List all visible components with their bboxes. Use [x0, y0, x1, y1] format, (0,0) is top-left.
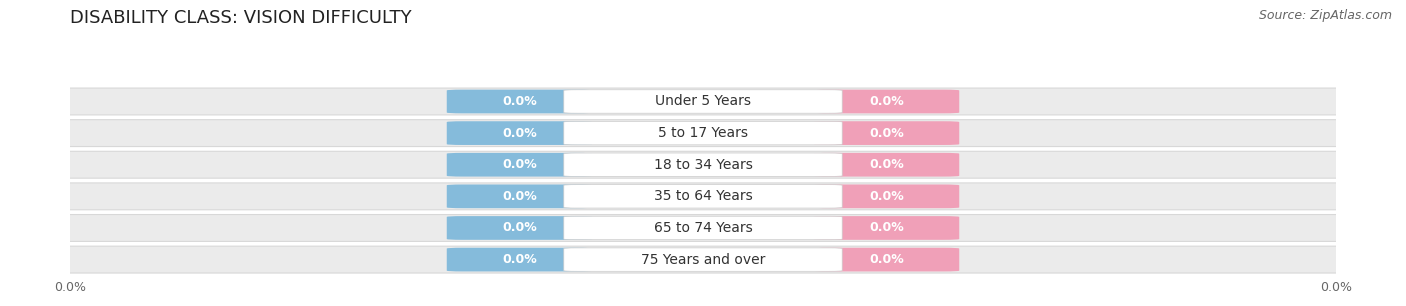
- Text: 35 to 64 Years: 35 to 64 Years: [654, 189, 752, 203]
- FancyBboxPatch shape: [814, 248, 959, 271]
- Text: 0.0%: 0.0%: [502, 158, 537, 171]
- Text: 5 to 17 Years: 5 to 17 Years: [658, 126, 748, 140]
- Text: 0.0%: 0.0%: [869, 190, 904, 203]
- Text: 0.0%: 0.0%: [502, 222, 537, 234]
- FancyBboxPatch shape: [447, 185, 592, 208]
- FancyBboxPatch shape: [564, 248, 842, 271]
- FancyBboxPatch shape: [48, 151, 1358, 178]
- Text: 75 Years and over: 75 Years and over: [641, 252, 765, 267]
- FancyBboxPatch shape: [447, 90, 592, 113]
- FancyBboxPatch shape: [814, 216, 959, 240]
- FancyBboxPatch shape: [814, 90, 959, 113]
- FancyBboxPatch shape: [564, 90, 842, 113]
- FancyBboxPatch shape: [48, 215, 1358, 241]
- Text: 0.0%: 0.0%: [869, 95, 904, 108]
- FancyBboxPatch shape: [814, 121, 959, 145]
- FancyBboxPatch shape: [814, 185, 959, 208]
- FancyBboxPatch shape: [447, 216, 592, 240]
- Text: 65 to 74 Years: 65 to 74 Years: [654, 221, 752, 235]
- FancyBboxPatch shape: [447, 248, 592, 271]
- Text: 0.0%: 0.0%: [502, 190, 537, 203]
- FancyBboxPatch shape: [447, 153, 592, 177]
- FancyBboxPatch shape: [814, 153, 959, 177]
- FancyBboxPatch shape: [48, 183, 1358, 210]
- FancyBboxPatch shape: [564, 216, 842, 240]
- Text: 0.0%: 0.0%: [869, 158, 904, 171]
- Text: DISABILITY CLASS: VISION DIFFICULTY: DISABILITY CLASS: VISION DIFFICULTY: [70, 9, 412, 27]
- Text: Source: ZipAtlas.com: Source: ZipAtlas.com: [1258, 9, 1392, 22]
- Text: 0.0%: 0.0%: [502, 95, 537, 108]
- FancyBboxPatch shape: [48, 120, 1358, 147]
- Text: Under 5 Years: Under 5 Years: [655, 95, 751, 109]
- Text: 0.0%: 0.0%: [502, 253, 537, 266]
- FancyBboxPatch shape: [48, 246, 1358, 273]
- Text: 0.0%: 0.0%: [869, 222, 904, 234]
- FancyBboxPatch shape: [564, 185, 842, 208]
- FancyBboxPatch shape: [447, 121, 592, 145]
- Text: 18 to 34 Years: 18 to 34 Years: [654, 158, 752, 172]
- FancyBboxPatch shape: [564, 153, 842, 177]
- Text: 0.0%: 0.0%: [502, 127, 537, 140]
- FancyBboxPatch shape: [48, 88, 1358, 115]
- FancyBboxPatch shape: [564, 121, 842, 145]
- Text: 0.0%: 0.0%: [869, 253, 904, 266]
- Text: 0.0%: 0.0%: [869, 127, 904, 140]
